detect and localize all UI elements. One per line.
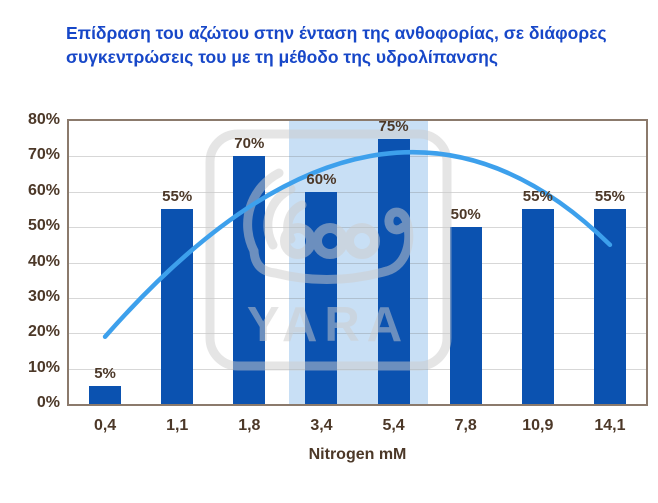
trend-curve bbox=[102, 149, 613, 340]
watermark-text: YARA bbox=[247, 298, 409, 352]
bar-value-label: 55% bbox=[522, 188, 553, 206]
x-tick-label: 5,4 bbox=[382, 417, 405, 434]
gridline bbox=[69, 333, 646, 335]
x-tick-label: 3,4 bbox=[310, 417, 333, 434]
x-tick-label: 1,1 bbox=[166, 417, 189, 434]
viking-ship-icon bbox=[243, 168, 414, 285]
bar bbox=[521, 209, 554, 404]
bar bbox=[161, 209, 194, 404]
x-tick-label: 0,4 bbox=[93, 417, 117, 434]
bar-value-label: 55% bbox=[162, 188, 193, 206]
bar-value-label: 5% bbox=[94, 365, 116, 383]
y-tick-label: 30% bbox=[27, 287, 60, 305]
x-tick-label: 10,9 bbox=[522, 417, 554, 434]
y-tick-label: 60% bbox=[27, 181, 60, 199]
x-axis-title: Nitrogen mM bbox=[308, 446, 407, 463]
bar-value-label: 55% bbox=[594, 188, 625, 206]
watermark-frame bbox=[205, 129, 452, 371]
gridline bbox=[69, 262, 646, 264]
gridline bbox=[69, 297, 646, 299]
plot-area: 5% 55% 70% 60% 75% 50% 55% 55% YARA bbox=[67, 117, 648, 406]
y-tick-label: 0% bbox=[36, 394, 60, 411]
bar bbox=[449, 227, 482, 404]
bar-value-label: 60% bbox=[306, 170, 337, 188]
bar bbox=[89, 386, 122, 404]
bar-value-label: 70% bbox=[234, 135, 265, 153]
bar-value-label: 50% bbox=[450, 206, 481, 224]
gridline bbox=[69, 191, 646, 193]
x-tick-label: 7,8 bbox=[454, 417, 477, 434]
y-tick-label: 80% bbox=[27, 111, 60, 128]
y-tick-label: 50% bbox=[27, 217, 60, 235]
x-tick-label: 1,8 bbox=[238, 417, 261, 434]
y-tick-label: 10% bbox=[27, 358, 60, 376]
y-tick-label: 70% bbox=[27, 146, 60, 164]
bar-value-label: 75% bbox=[378, 117, 409, 135]
y-tick-label: 40% bbox=[27, 252, 60, 270]
yara-watermark: YARA bbox=[205, 129, 452, 371]
chart-title: Επίδραση του αζώτου στην ένταση της ανθο… bbox=[66, 23, 607, 67]
x-tick-label: 14,1 bbox=[594, 417, 626, 434]
y-tick-label: 20% bbox=[27, 323, 60, 341]
